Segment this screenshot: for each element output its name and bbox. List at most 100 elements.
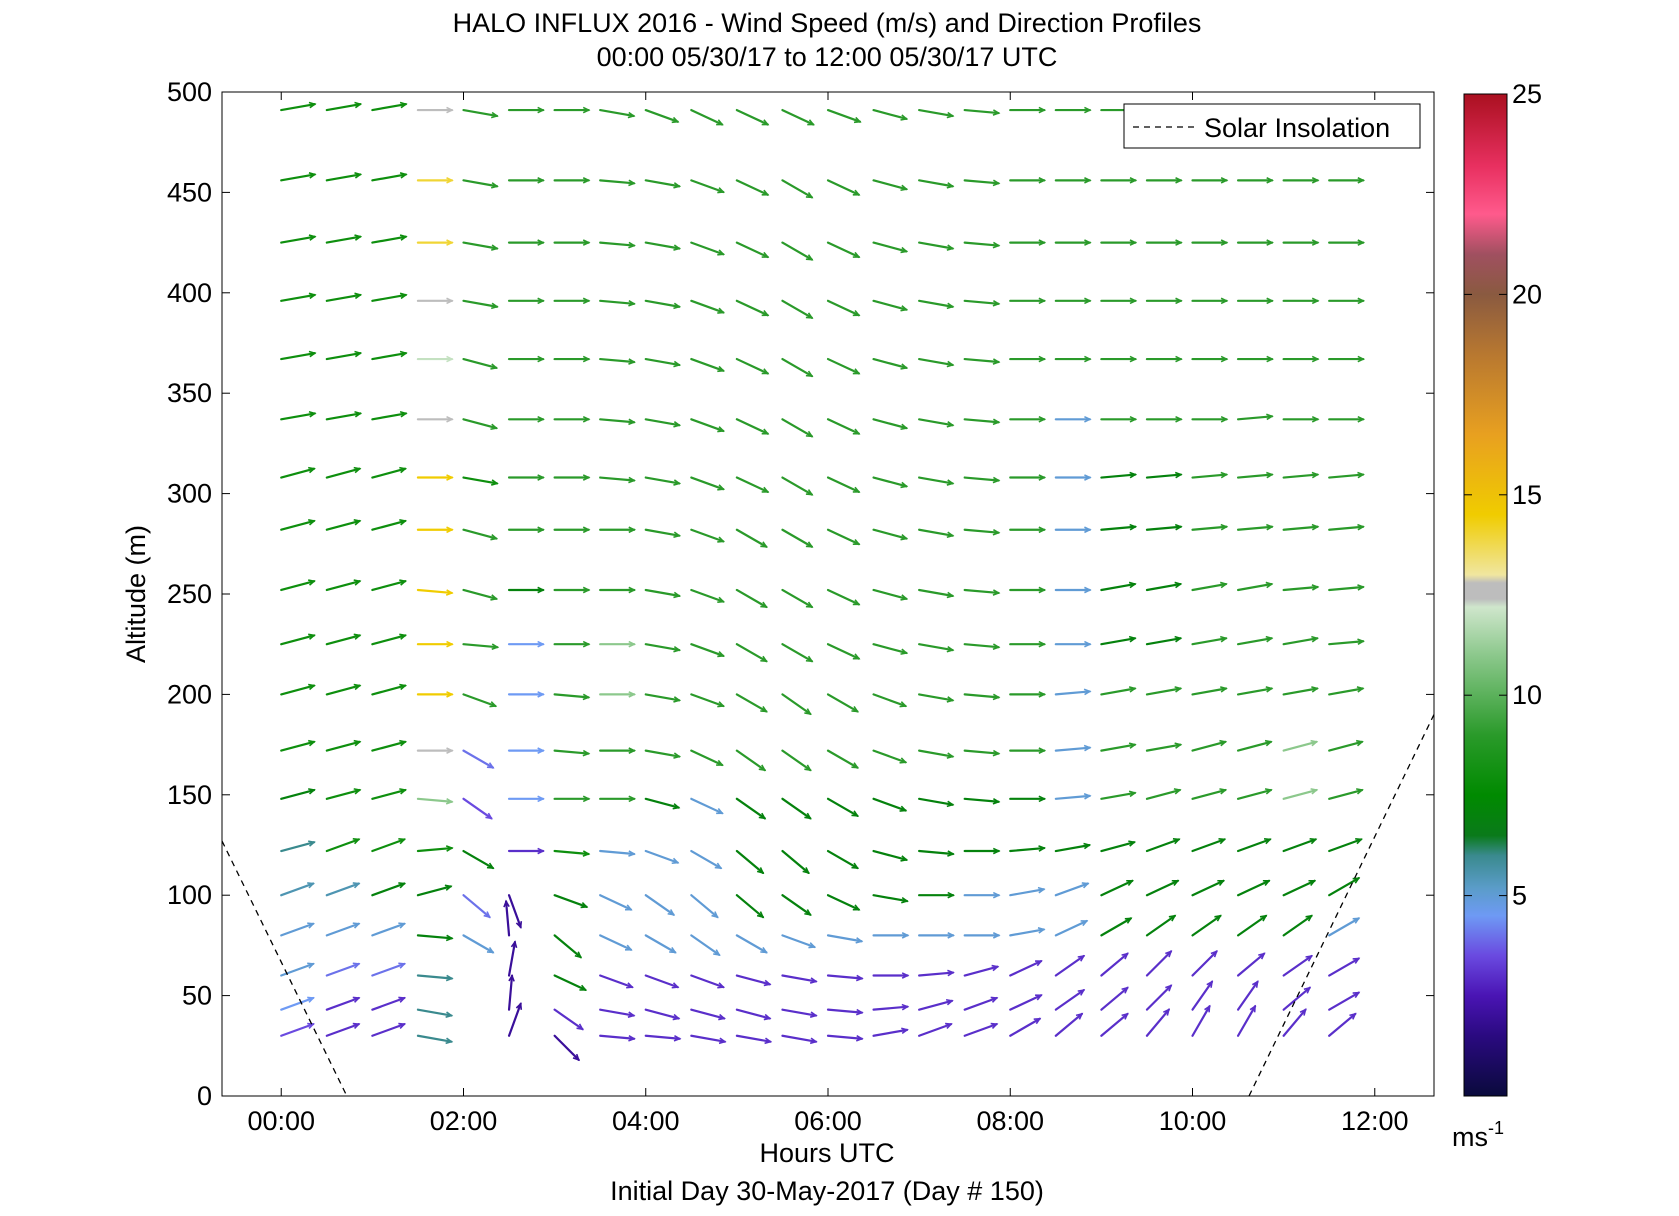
wind-arrow-head [446, 177, 454, 184]
y-tick-label: 200 [167, 679, 212, 709]
wind-arrow [781, 588, 813, 609]
y-tick-label: 300 [167, 479, 212, 509]
wind-arrow [416, 1008, 453, 1017]
wind-arrow [872, 643, 908, 655]
wind-arrow [644, 357, 681, 367]
wind-arrow [963, 476, 1000, 482]
wind-arrow-head [626, 982, 634, 989]
wind-arrow-head [1083, 842, 1092, 850]
solar-insolation-line [221, 840, 348, 1097]
wind-arrow [599, 1034, 636, 1040]
wind-arrow [872, 108, 908, 120]
wind-arrow [1100, 986, 1129, 1011]
wind-arrow-head [352, 882, 361, 889]
y-tick-label: 350 [167, 378, 212, 408]
wind-arrow [690, 749, 724, 767]
wind-arrow [371, 412, 407, 421]
wind-arrow-head [1084, 640, 1092, 648]
wind-arrow [1100, 743, 1136, 752]
wind-arrow [1054, 919, 1088, 937]
wind-arrow [599, 241, 636, 247]
wind-arrow-head [763, 1013, 772, 1021]
wind-arrow-head [673, 479, 682, 486]
wind-arrow-head [399, 633, 407, 640]
wind-arrow-head [307, 962, 315, 969]
wind-arrow-head [582, 474, 591, 481]
wind-arrow-head [1308, 879, 1317, 886]
wind-arrow [462, 418, 498, 430]
wind-arrow-head [510, 940, 518, 949]
wind-arrow [872, 588, 908, 600]
wind-arrow-head [446, 747, 454, 754]
wind-arrow [1145, 582, 1182, 592]
wind-arrow-head [486, 762, 495, 769]
wind-arrow-head [627, 1011, 636, 1018]
wind-arrow [781, 643, 813, 663]
wind-arrow-head [1175, 355, 1183, 363]
wind-arrow [280, 684, 316, 696]
wind-arrow-head [756, 867, 765, 875]
wind-arrow-head [1357, 523, 1365, 531]
wind-arrow-head [445, 845, 454, 852]
wind-arrow [280, 412, 316, 421]
wind-arrow-head [758, 812, 767, 820]
wind-arrow-head [446, 526, 454, 534]
wind-arrow-head [628, 179, 636, 187]
wind-arrow-head [582, 526, 591, 534]
wind-arrow-head [1357, 177, 1366, 184]
wind-arrow [872, 894, 909, 903]
wind-arrow [1236, 415, 1274, 421]
wind-arrow [963, 357, 1000, 364]
wind-arrow-head [1263, 837, 1272, 845]
wind-arrow-head [628, 526, 637, 534]
wind-arrow [553, 894, 588, 908]
wind-arrow [781, 476, 813, 496]
colorbar [1463, 93, 1508, 1097]
wind-arrow [553, 974, 587, 991]
wind-arrow [963, 996, 998, 1011]
wind-arrow [781, 299, 813, 319]
wind-arrow-head [1077, 989, 1086, 996]
wind-arrow [1191, 637, 1228, 646]
wind-arrow-head [308, 788, 316, 795]
wind-arrow-head [1311, 686, 1319, 693]
wind-arrow [644, 849, 679, 864]
wind-arrow [325, 740, 361, 752]
wind-arrow-head [852, 310, 861, 317]
wind-arrow [690, 934, 721, 956]
wind-arrow [599, 1008, 635, 1017]
x-tick-label: 06:00 [794, 1106, 862, 1136]
wind-arrow-head [399, 788, 407, 795]
wind-arrow [325, 684, 361, 696]
wind-arrow-head [992, 798, 1001, 805]
wind-arrow-head [901, 1003, 910, 1011]
wind-arrow-head [992, 300, 1001, 307]
colorbar-tick-label: 15 [1512, 480, 1542, 510]
wind-arrow-head [354, 292, 363, 300]
wind-arrow-head [1035, 994, 1043, 1001]
wind-arrow [280, 882, 315, 897]
wind-arrow-head [1305, 954, 1313, 962]
x-axis-label: Hours UTC [759, 1138, 894, 1168]
wind-arrow-head [1266, 177, 1274, 184]
wind-arrow [1054, 954, 1085, 977]
wind-arrow [735, 693, 768, 713]
wind-arrow-head [804, 812, 812, 820]
wind-arrow-head [992, 643, 1001, 651]
wind-arrow-head [1165, 984, 1173, 992]
wind-arrow-head [1124, 917, 1133, 924]
wind-arrow-head [713, 949, 721, 956]
wind-arrow [325, 412, 362, 421]
wind-arrow [918, 971, 955, 977]
wind-arrow [371, 1023, 406, 1037]
wind-arrow-head [1038, 474, 1047, 481]
wind-arrow [325, 1023, 360, 1037]
wind-arrow [918, 108, 954, 118]
wind-arrow [1145, 525, 1182, 531]
wind-arrow-head [1121, 986, 1129, 994]
wind-arrow-head [399, 350, 408, 358]
wind-arrow [280, 293, 316, 302]
wind-arrow-head [399, 172, 408, 179]
wind-arrow-head [756, 911, 765, 919]
wind-arrow-head [947, 891, 955, 899]
